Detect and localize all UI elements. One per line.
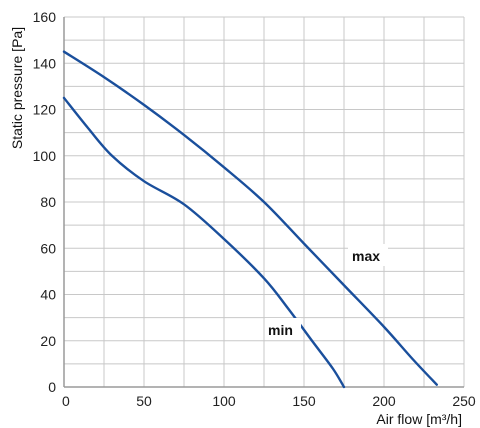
curve-label-min: min xyxy=(265,318,301,340)
x-tick-label: 100 xyxy=(212,393,236,409)
x-tick-label: 0 xyxy=(62,393,70,409)
y-axis-label: Static pressure [Pa] xyxy=(9,27,25,149)
curves xyxy=(62,50,438,389)
y-tick-label: 160 xyxy=(33,9,57,25)
y-tick-label: 140 xyxy=(33,55,57,71)
max-label: max xyxy=(352,248,380,264)
curve-label-max: max xyxy=(348,244,388,266)
y-tick-label: 40 xyxy=(40,287,56,303)
curve-max xyxy=(62,50,438,386)
y-tick-label: 100 xyxy=(33,148,57,164)
y-tick-label: 0 xyxy=(48,379,56,395)
y-tick-label: 20 xyxy=(40,333,56,349)
y-tick-label: 120 xyxy=(33,102,57,118)
y-tick-label: 60 xyxy=(40,240,56,256)
tick-labels: 0 50 100 150 200 250 0 20 40 60 80 100 120 140 160 xyxy=(33,9,476,409)
curve-min xyxy=(62,96,346,389)
min-label: min xyxy=(268,322,293,338)
x-tick-label: 200 xyxy=(372,393,396,409)
axes xyxy=(63,17,464,388)
x-tick-label: 250 xyxy=(452,393,476,409)
x-tick-label: 50 xyxy=(136,393,152,409)
y-tick-label: 80 xyxy=(40,194,56,210)
x-axis-label: Air flow [m³/h] xyxy=(376,411,462,427)
x-tick-label: 150 xyxy=(292,393,316,409)
